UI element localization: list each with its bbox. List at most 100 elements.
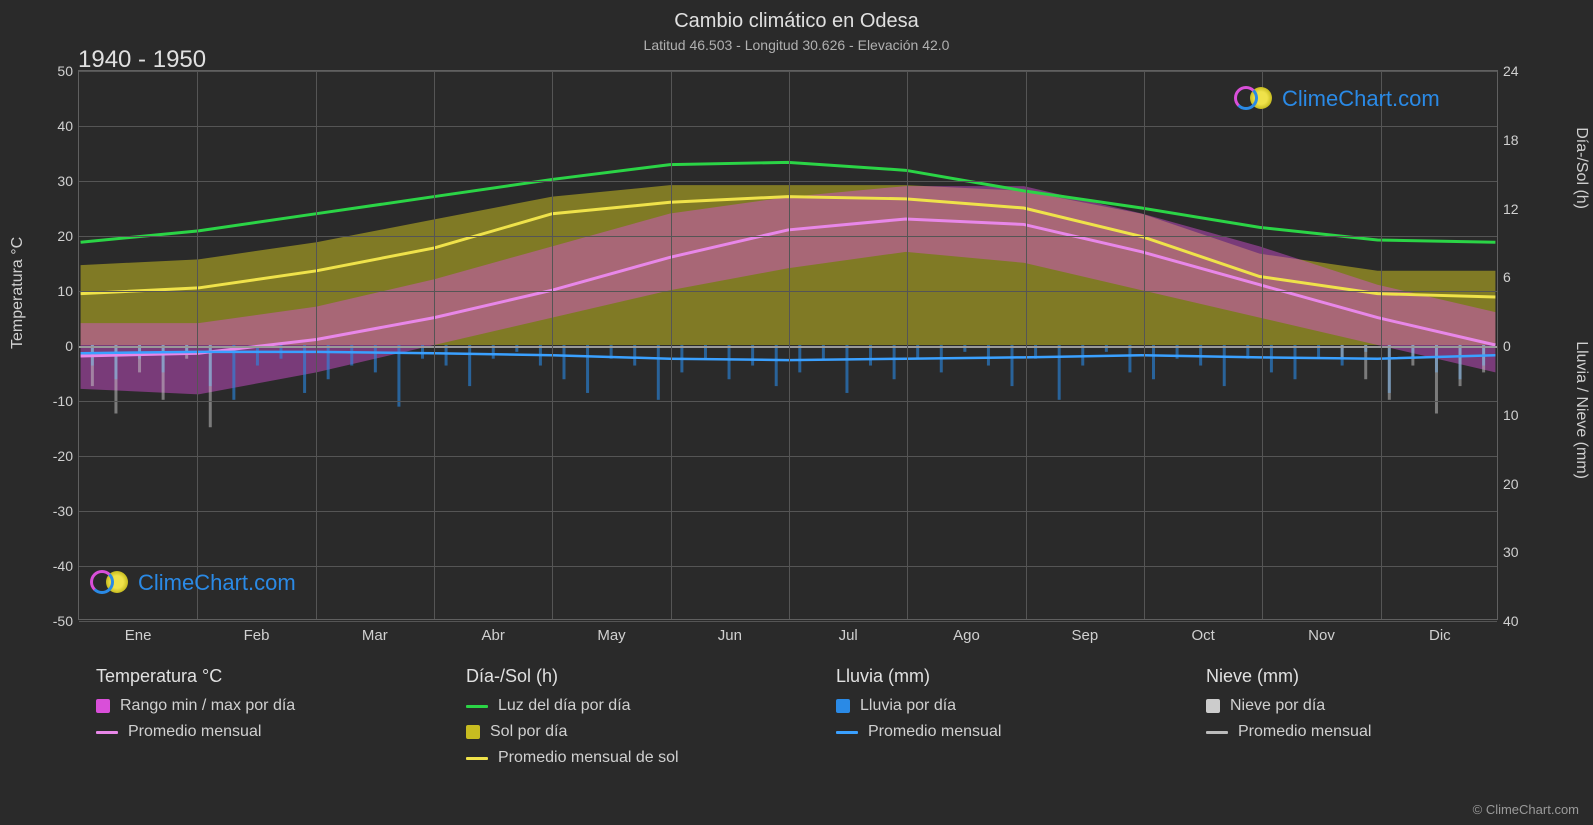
y-tick-right-top: 6 (1503, 269, 1511, 285)
gridline-h (79, 126, 1497, 127)
gridline-h (79, 621, 1497, 622)
y-tick-right-top: 24 (1503, 63, 1519, 79)
chart-svg (79, 71, 1497, 619)
gridline-v (789, 71, 790, 619)
legend-group: Día-/Sol (h) Luz del día por día Sol por d… (466, 666, 776, 775)
legend-label: Luz del día por día (498, 697, 631, 715)
legend-swatch-fill-icon (96, 699, 110, 713)
y-tick-left: -30 (53, 503, 73, 519)
y-tick-right-bottom: 30 (1503, 544, 1519, 560)
y-tick-right-top: 12 (1503, 201, 1519, 217)
brand-logo-icon (92, 570, 132, 596)
x-tick-month: Ago (953, 627, 980, 644)
legend-label: Sol por día (490, 723, 567, 741)
legend-item: Rango min / max por día (96, 697, 406, 715)
y-tick-right-bottom: 20 (1503, 476, 1519, 492)
y-tick-left: -50 (53, 613, 73, 629)
y-tick-right-top: 0 (1503, 338, 1511, 354)
gridline-v (907, 71, 908, 619)
gridline-v (1026, 71, 1027, 619)
legend-heading: Lluvia (mm) (836, 666, 1146, 687)
brand-watermark: ClimeChart.com (1236, 86, 1440, 112)
legend-item: Sol por día (466, 723, 776, 741)
legend-swatch-fill-icon (466, 725, 480, 739)
gridline-h (79, 566, 1497, 567)
climate-chart: Cambio climático en Odesa Latitud 46.503… (0, 0, 1593, 825)
legend-item: Promedio mensual (1206, 723, 1516, 741)
legend-item: Promedio mensual de sol (466, 749, 776, 767)
legend-group: Temperatura °C Rango min / max por día Pro… (96, 666, 406, 775)
chart-subtitle: Latitud 46.503 - Longitud 30.626 - Eleva… (0, 33, 1593, 53)
gridline-v (1144, 71, 1145, 619)
legend-swatch-line-icon (836, 731, 858, 734)
x-tick-month: Ene (125, 627, 152, 644)
x-tick-month: Jul (839, 627, 858, 644)
legend-label: Promedio mensual de sol (498, 749, 679, 767)
y-tick-right-top: 18 (1503, 132, 1519, 148)
legend-swatch-fill-icon (1206, 699, 1220, 713)
legend-heading: Día-/Sol (h) (466, 666, 776, 687)
y-tick-left: 10 (57, 283, 73, 299)
legend-swatch-line-icon (466, 757, 488, 760)
x-tick-month: Dic (1429, 627, 1451, 644)
legend-label: Promedio mensual (868, 723, 1001, 741)
x-tick-month: Sep (1071, 627, 1098, 644)
chart-title: Cambio climático en Odesa (0, 0, 1593, 33)
x-tick-month: Feb (244, 627, 270, 644)
y-tick-left: -20 (53, 448, 73, 464)
gridline-h (79, 346, 1497, 348)
legend-swatch-line-icon (1206, 731, 1228, 734)
gridline-h (79, 456, 1497, 457)
brand-text: ClimeChart.com (1282, 86, 1440, 112)
y-tick-left: 50 (57, 63, 73, 79)
gridline-v (316, 71, 317, 619)
brand-logo-icon (1236, 86, 1276, 112)
legend-label: Lluvia por día (860, 697, 956, 715)
x-tick-month: Mar (362, 627, 388, 644)
gridline-v (1381, 71, 1382, 619)
x-tick-month: Jun (718, 627, 742, 644)
y-tick-left: 30 (57, 173, 73, 189)
legend-item: Nieve por día (1206, 697, 1516, 715)
gridline-h (79, 291, 1497, 292)
y-tick-left: 20 (57, 228, 73, 244)
legend: Temperatura °C Rango min / max por día Pro… (96, 666, 1516, 775)
legend-item: Promedio mensual (96, 723, 406, 741)
brand-text: ClimeChart.com (138, 570, 296, 596)
gridline-v (671, 71, 672, 619)
legend-swatch-line-icon (466, 705, 488, 708)
gridline-v (1262, 71, 1263, 619)
gridline-h (79, 71, 1497, 72)
plot-area: -50-40-30-20-100102030405024181260102030… (78, 70, 1498, 620)
copyright: © ClimeChart.com (1473, 802, 1579, 817)
legend-group: Lluvia (mm) Lluvia por día Promedio mensua… (836, 666, 1146, 775)
legend-label: Promedio mensual (128, 723, 261, 741)
y-tick-left: -40 (53, 558, 73, 574)
legend-label: Nieve por día (1230, 697, 1325, 715)
gridline-h (79, 401, 1497, 402)
y-tick-left: 0 (65, 338, 73, 354)
gridline-v (434, 71, 435, 619)
legend-item: Promedio mensual (836, 723, 1146, 741)
gridline-v (197, 71, 198, 619)
legend-heading: Temperatura °C (96, 666, 406, 687)
legend-label: Rango min / max por día (120, 697, 295, 715)
legend-swatch-fill-icon (836, 699, 850, 713)
y-tick-right-bottom: 40 (1503, 613, 1519, 629)
legend-item: Luz del día por día (466, 697, 776, 715)
gridline-h (79, 511, 1497, 512)
x-tick-month: Oct (1191, 627, 1214, 644)
x-tick-month: Abr (481, 627, 504, 644)
y-tick-left: -10 (53, 393, 73, 409)
x-tick-month: May (597, 627, 625, 644)
y-tick-left: 40 (57, 118, 73, 134)
legend-label: Promedio mensual (1238, 723, 1371, 741)
x-tick-month: Nov (1308, 627, 1335, 644)
gridline-h (79, 236, 1497, 237)
legend-heading: Nieve (mm) (1206, 666, 1516, 687)
gridline-h (79, 181, 1497, 182)
y-axis-left-label: Temperatura °C (9, 237, 27, 349)
y-axis-right-bottom-label: Lluvia / Nieve (mm) (1572, 341, 1590, 479)
y-tick-right-bottom: 10 (1503, 407, 1519, 423)
y-axis-right-top-label: Día-/Sol (h) (1572, 127, 1590, 209)
